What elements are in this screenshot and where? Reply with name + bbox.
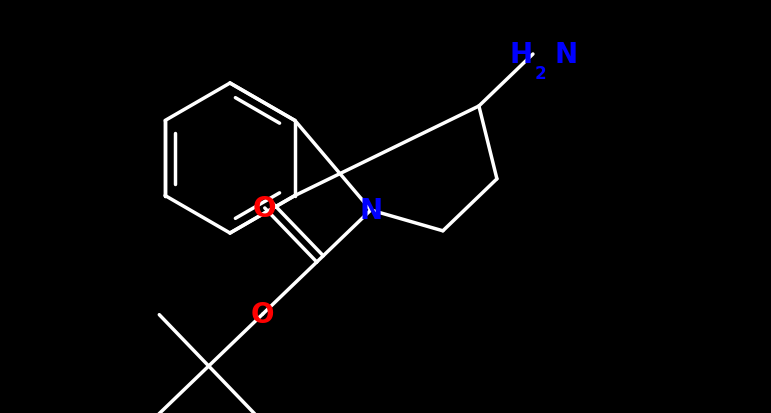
Text: 2: 2 — [535, 65, 547, 83]
Text: O: O — [253, 195, 277, 223]
Text: O: O — [251, 300, 274, 328]
Text: H: H — [510, 41, 533, 69]
Text: N: N — [555, 41, 578, 69]
Text: N: N — [359, 197, 382, 224]
